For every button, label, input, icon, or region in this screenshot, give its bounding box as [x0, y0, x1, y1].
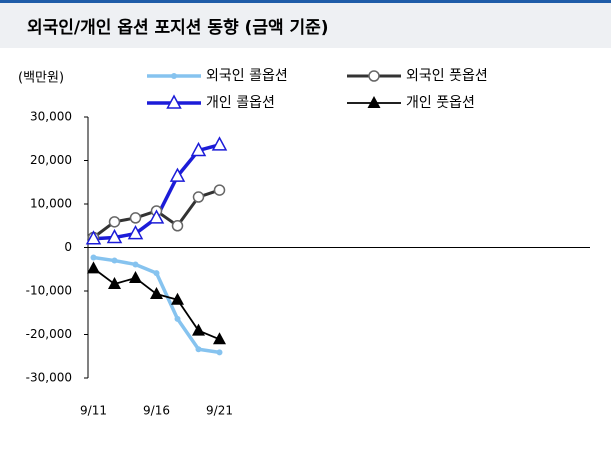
- marker: [108, 216, 121, 228]
- marker: [192, 323, 205, 336]
- marker: [111, 257, 118, 264]
- x-tick-label: 9/11: [80, 404, 107, 418]
- legend-label: 개인 풋옵션: [406, 95, 475, 111]
- y-tick-label: 30,000: [30, 110, 72, 124]
- marker: [148, 209, 165, 224]
- marker: [85, 230, 102, 245]
- y-tick-label: -20,000: [26, 327, 72, 341]
- marker: [192, 191, 205, 203]
- marker: [153, 270, 160, 277]
- legend-label: 외국인 풋옵션: [406, 68, 488, 84]
- legend-label: 개인 콜옵션: [206, 95, 275, 111]
- y-tick-label: 20,000: [30, 153, 72, 167]
- title-bar-border: [0, 0, 611, 3]
- title-bar: [0, 0, 611, 48]
- marker: [171, 220, 184, 232]
- marker: [132, 261, 139, 268]
- marker: [87, 261, 100, 274]
- legend-marker: [166, 94, 182, 109]
- marker: [190, 141, 207, 157]
- marker: [213, 184, 226, 196]
- marker: [108, 277, 121, 290]
- y-tick-label: 10,000: [30, 197, 72, 211]
- legend-marker: [367, 96, 381, 108]
- y-axis-label: (백만원): [18, 71, 64, 86]
- marker: [129, 212, 142, 224]
- y-tick-label: -10,000: [26, 284, 72, 298]
- marker: [127, 225, 144, 240]
- legend-label: 외국인 콜옵션: [206, 68, 288, 84]
- marker: [195, 346, 202, 353]
- x-tick-label: 9/21: [206, 404, 233, 418]
- marker: [174, 315, 181, 322]
- marker: [171, 292, 184, 305]
- marker: [106, 228, 123, 244]
- marker: [213, 332, 226, 345]
- marker: [216, 349, 223, 356]
- marker: [211, 136, 228, 151]
- marker: [90, 254, 97, 261]
- legend-marker: [171, 73, 177, 79]
- marker: [169, 167, 186, 182]
- marker: [150, 287, 163, 300]
- x-tick-label: 9/16: [143, 404, 170, 418]
- chart-title: 외국인/개인 옵션 포지션 동향 (금액 기준): [27, 17, 329, 38]
- y-tick-label: 0: [64, 240, 72, 254]
- y-tick-label: -30,000: [26, 371, 72, 385]
- legend-marker: [368, 70, 380, 82]
- marker: [129, 270, 142, 283]
